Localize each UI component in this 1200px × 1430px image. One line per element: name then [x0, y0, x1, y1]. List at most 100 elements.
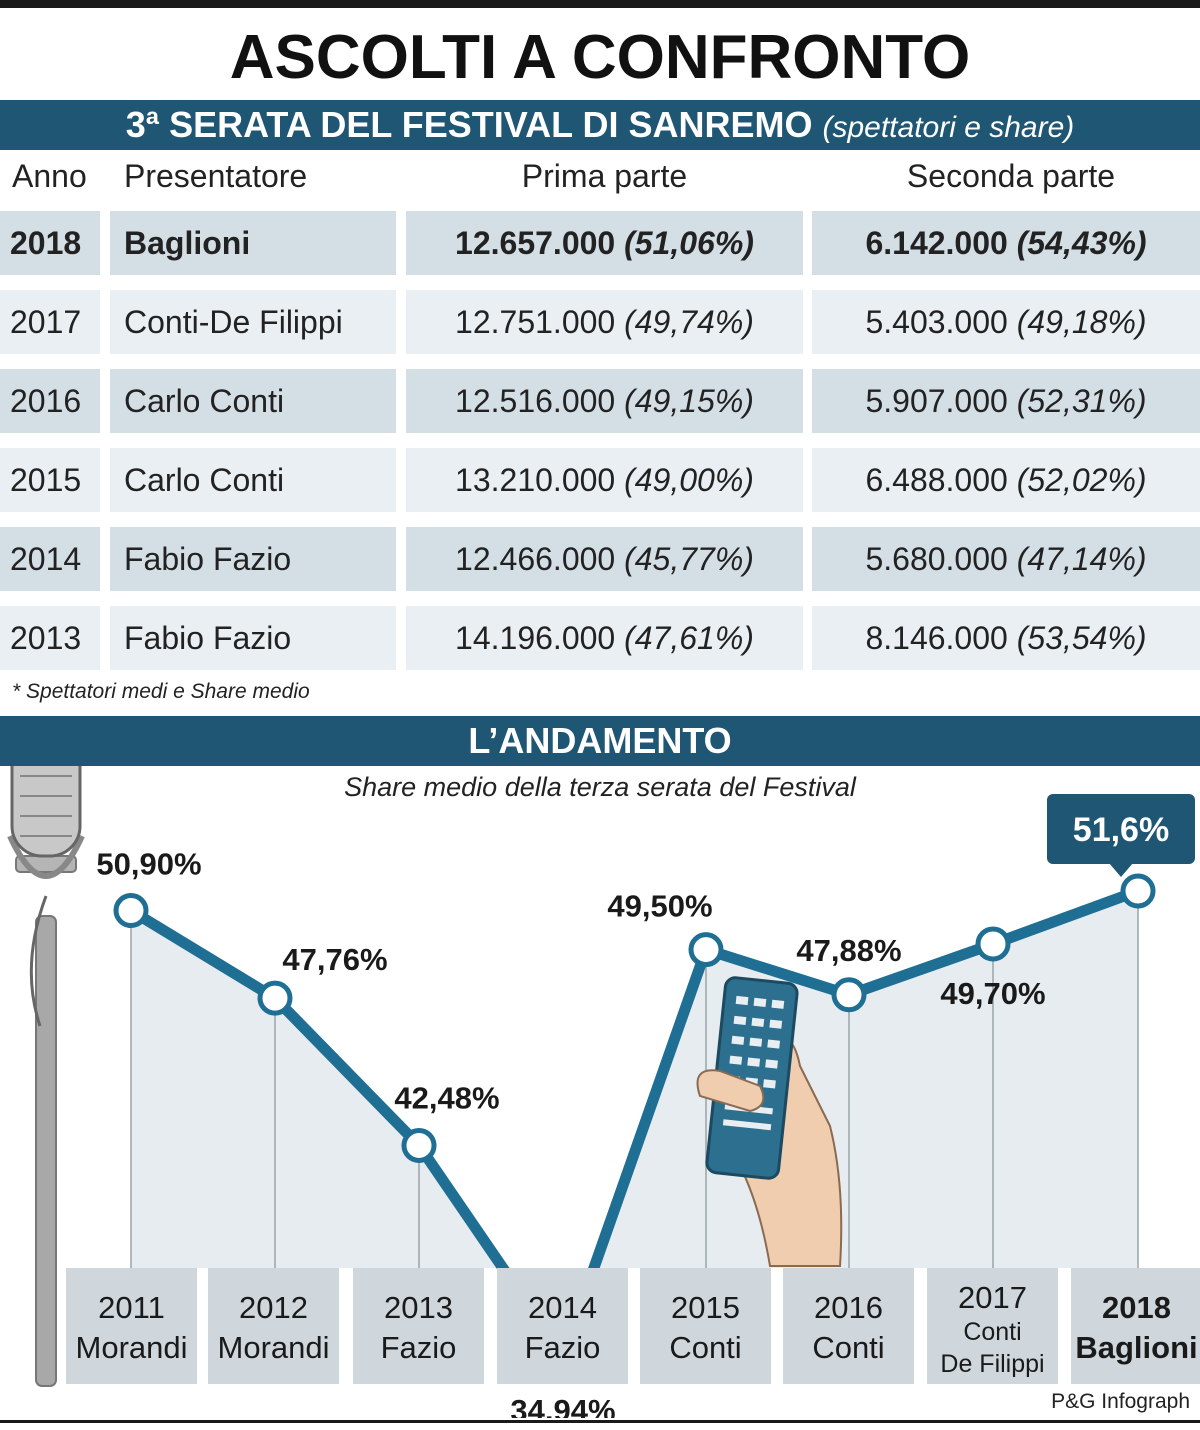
data-point [831, 977, 867, 1013]
first-part-viewers: 12.466.000 [455, 541, 616, 577]
cell-second-part: 6.488.000 (52,02%) [812, 448, 1200, 512]
first-part-viewers: 12.657.000 [455, 225, 616, 261]
first-part-share: (51,06%) [624, 225, 754, 261]
tick-label: Conti [963, 1318, 1021, 1346]
tick-label: Conti [669, 1330, 741, 1365]
cell-first-part: 12.516.000 (49,15%) [406, 369, 803, 433]
cell-second-part: 5.403.000 (49,18%) [812, 290, 1200, 354]
tick-label: Fazio [381, 1330, 457, 1365]
chart-band: L’ANDAMENTO [0, 716, 1200, 766]
tick-label: De Filippi [940, 1350, 1044, 1378]
data-label: 42,48% [394, 1080, 499, 1115]
top-rule [0, 0, 1200, 8]
table-row: 2016 Carlo Conti 12.516.000 (49,15%) 5.907.… [0, 369, 1200, 433]
tick-label: Baglioni [1075, 1330, 1197, 1365]
second-part-share: (54,43%) [1016, 225, 1147, 261]
table-row: 2015 Carlo Conti 13.210.000 (49,00%) 6.488.… [0, 448, 1200, 512]
table-row: 2018 Baglioni 12.657.000 (51,06%) 6.142.000… [0, 211, 1200, 275]
second-part-viewers: 6.488.000 [865, 462, 1008, 498]
first-part-share: (47,61%) [624, 620, 754, 656]
data-label: 49,50% [607, 889, 712, 924]
second-part-viewers: 6.142.000 [865, 225, 1008, 261]
data-label: 49,70% [940, 976, 1045, 1011]
cell-second-part: 5.907.000 (52,31%) [812, 369, 1200, 433]
tick-label: 2015 [671, 1290, 740, 1325]
cell-presenter: Carlo Conti [110, 369, 396, 433]
cell-first-part: 13.210.000 (49,00%) [406, 448, 803, 512]
tick-label: 2018 [1102, 1290, 1171, 1325]
category-box: 2017 Conti De Filippi [927, 1268, 1058, 1384]
data-label: 50,90% [96, 847, 201, 882]
category-box: 2015 Conti [640, 1268, 771, 1384]
category-box: 2016 Conti [783, 1268, 914, 1384]
tick-label: 2017 [958, 1280, 1027, 1315]
column-header-presenter: Presentatore [124, 158, 308, 194]
tick-label: 2016 [814, 1290, 883, 1325]
cell-year: 2013 [0, 606, 100, 670]
table-band: 3ª SERATA DEL FESTIVAL DI SANREMO (spett… [0, 100, 1200, 150]
data-label: 34,94% [510, 1393, 615, 1418]
second-part-viewers: 5.680.000 [865, 541, 1008, 577]
data-label: 47,76% [282, 942, 387, 977]
first-part-share: (45,77%) [624, 541, 754, 577]
bottom-rule [0, 1420, 1200, 1423]
series-line [125, 885, 1144, 1362]
cell-presenter: Baglioni [110, 211, 396, 275]
data-label: 51,6% [1073, 811, 1169, 849]
data-point [257, 980, 293, 1016]
first-part-viewers: 14.196.000 [455, 620, 616, 656]
second-part-viewers: 5.907.000 [865, 383, 1008, 419]
cell-presenter: Fabio Fazio [110, 606, 396, 670]
tick-label: Morandi [218, 1330, 330, 1365]
cell-first-part: 12.657.000 (51,06%) [406, 211, 803, 275]
category-box: 2013 Fazio [353, 1268, 484, 1384]
data-point [113, 893, 149, 929]
tick-label: 2013 [384, 1290, 453, 1325]
second-part-viewers: 5.403.000 [865, 304, 1008, 340]
data-label: 47,88% [796, 933, 901, 968]
second-part-share: (49,18%) [1016, 304, 1147, 340]
data-point [401, 1127, 437, 1163]
category-box: 2012 Morandi [208, 1268, 339, 1384]
first-part-viewers: 12.751.000 [455, 304, 616, 340]
tick-label: Morandi [76, 1330, 188, 1365]
main-title: ASCOLTI A CONFRONTO [229, 23, 971, 92]
cell-year: 2016 [0, 369, 100, 433]
share-line-chart: 50,90% 47,76% 42,48% 34,94% 49,50% 47,88% 49,7… [7, 766, 1200, 1418]
category-box: 2014 Fazio [497, 1268, 628, 1384]
cell-first-part: 12.466.000 (45,77%) [406, 527, 803, 591]
data-point [1120, 873, 1156, 909]
column-header-second-part: Seconda parte [906, 158, 1116, 194]
chart-subtitle: Share medio della terza serata del Festi… [344, 772, 856, 802]
first-part-share: (49,15%) [624, 383, 754, 419]
category-box: 2018 Baglioni [1071, 1268, 1200, 1384]
table-row: 2013 Fabio Fazio 14.196.000 (47,61%) 8.146.… [0, 606, 1200, 670]
cell-presenter: Fabio Fazio [110, 527, 396, 591]
cell-year: 2018 [0, 211, 100, 275]
cell-second-part: 8.146.000 (53,54%) [812, 606, 1200, 670]
footnote: * Spettatori medi e Share medio [12, 680, 310, 703]
highlight-callout: 51,6% [1047, 794, 1195, 877]
table-band-title: 3ª SERATA DEL FESTIVAL DI SANREMO [125, 104, 813, 145]
tick-label: 2011 [98, 1290, 165, 1325]
cell-first-part: 12.751.000 (49,74%) [406, 290, 803, 354]
first-part-viewers: 12.516.000 [455, 383, 616, 419]
column-header-first-part: Prima parte [521, 158, 688, 194]
area-fill [131, 891, 1138, 1356]
remote-control-illustration [696, 976, 843, 1267]
microphone-illustration [7, 766, 85, 1387]
category-box: 2011 Morandi [66, 1268, 197, 1384]
second-part-share: (52,31%) [1016, 383, 1147, 419]
second-part-share: (53,54%) [1016, 620, 1147, 656]
second-part-share: (47,14%) [1016, 541, 1147, 577]
tick-label: Conti [812, 1330, 884, 1365]
data-point [975, 926, 1011, 962]
cell-first-part: 14.196.000 (47,61%) [406, 606, 803, 670]
first-part-share: (49,00%) [624, 462, 754, 498]
column-header-year: Anno [12, 158, 87, 194]
table-row: 2014 Fabio Fazio 12.466.000 (45,77%) 5.680.… [0, 527, 1200, 591]
cell-second-part: 6.142.000 (54,43%) [812, 211, 1200, 275]
first-part-share: (49,74%) [624, 304, 754, 340]
table-band-subtitle: (spettatori e share) [822, 111, 1075, 144]
cell-second-part: 5.680.000 (47,14%) [812, 527, 1200, 591]
